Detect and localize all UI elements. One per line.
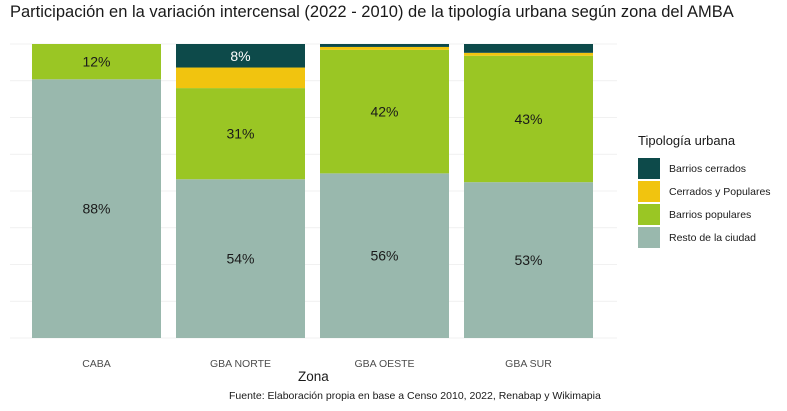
legend-label: Barrios populares <box>669 208 752 221</box>
bar-segment <box>464 44 593 53</box>
bar-segment <box>320 46 449 50</box>
legend-item: Barrios populares <box>638 203 771 226</box>
bar-value-label: 56% <box>370 248 398 264</box>
x-tick-label: GBA OESTE <box>354 358 414 370</box>
bar-segment <box>176 44 305 68</box>
legend-label: Cerrados y Populares <box>669 185 771 198</box>
bar-segment <box>320 173 449 338</box>
data-labels: 88% 12% 54% 31% 8% 56% 42% 53% 43% <box>82 48 542 268</box>
legend-label: Barrios cerrados <box>669 162 747 175</box>
bar-segment <box>320 44 449 47</box>
legend-swatch <box>638 158 660 179</box>
bar-segment <box>464 55 593 183</box>
bar-segment <box>32 79 161 338</box>
bar-value-label: 54% <box>226 251 254 267</box>
bar-value-label: 31% <box>226 126 254 142</box>
chart-title: Participación en la variación intercensa… <box>10 3 734 21</box>
legend-items: Barrios cerrados Cerrados y Populares Barr… <box>638 157 771 249</box>
legend-swatch <box>638 181 660 202</box>
x-tick-label: CABA <box>82 358 111 370</box>
bar-segment <box>176 179 305 338</box>
legend-swatch <box>638 227 660 248</box>
bar-segment <box>176 67 305 89</box>
legend: Tipología urbana Barrios cerrados Cerrado… <box>638 133 771 249</box>
x-tick-labels: CABA GBA NORTE GBA OESTE GBA SUR <box>82 358 552 370</box>
bar-segment <box>464 182 593 338</box>
legend-item: Resto de la ciudad <box>638 226 771 249</box>
x-tick-label: GBA NORTE <box>210 358 271 370</box>
bar-value-label: 42% <box>370 104 398 120</box>
bar-value-label: 53% <box>514 252 542 268</box>
legend-item: Cerrados y Populares <box>638 180 771 203</box>
bar-value-label: 88% <box>82 201 110 217</box>
legend-title: Tipología urbana <box>638 133 736 148</box>
legend-item: Barrios cerrados <box>638 157 771 180</box>
x-axis-label: Zona <box>298 369 329 384</box>
bars <box>32 44 593 338</box>
legend-swatch <box>638 204 660 225</box>
bar-segment <box>320 49 449 174</box>
caption: Fuente: Elaboración propia en base a Cen… <box>229 390 601 402</box>
legend-label: Resto de la ciudad <box>669 231 756 244</box>
bar-segment <box>32 44 161 80</box>
bar-value-label: 43% <box>514 111 542 127</box>
x-tick-label: GBA SUR <box>505 358 552 370</box>
bar-segment <box>464 52 593 56</box>
bar-segment <box>176 88 305 180</box>
bar-value-label: 8% <box>230 48 250 64</box>
bar-value-label: 12% <box>82 54 110 70</box>
